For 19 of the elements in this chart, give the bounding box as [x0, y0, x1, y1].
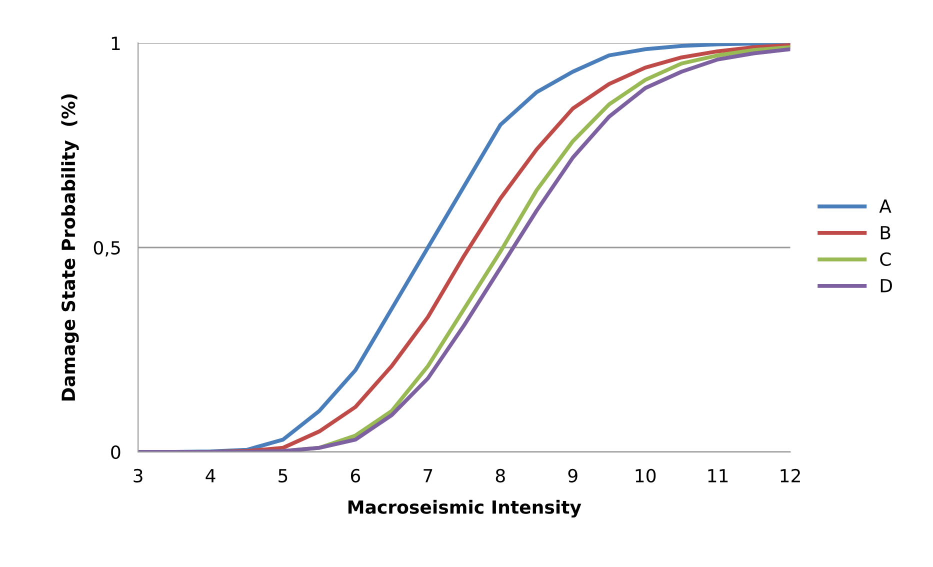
x-tick-label: 4: [206, 469, 216, 482]
legend-label: B: [880, 226, 890, 240]
y-axis-title: Damage State Probability (%): [61, 94, 79, 400]
x-tick-label: 8: [496, 468, 505, 483]
legend-label: C: [880, 252, 891, 266]
y-tick-label: 0: [111, 445, 120, 460]
y-tick-label: 1: [112, 36, 120, 50]
x-tick-label: 6: [350, 468, 360, 483]
legend-label: D: [880, 279, 892, 292]
x-tick-label: 5: [278, 469, 288, 483]
x-tick-label: 12: [780, 468, 800, 482]
x-axis-title: Macroseismic Intensity: [348, 500, 582, 518]
y-tick-label: 0,5: [94, 240, 120, 256]
x-tick-label: 7: [424, 469, 432, 482]
x-tick-label: 3: [134, 468, 142, 483]
legend-label: A: [879, 200, 892, 213]
x-tick-label: 10: [636, 468, 656, 483]
x-tick-label: 9: [568, 468, 578, 483]
x-tick-label: 11: [708, 469, 728, 482]
